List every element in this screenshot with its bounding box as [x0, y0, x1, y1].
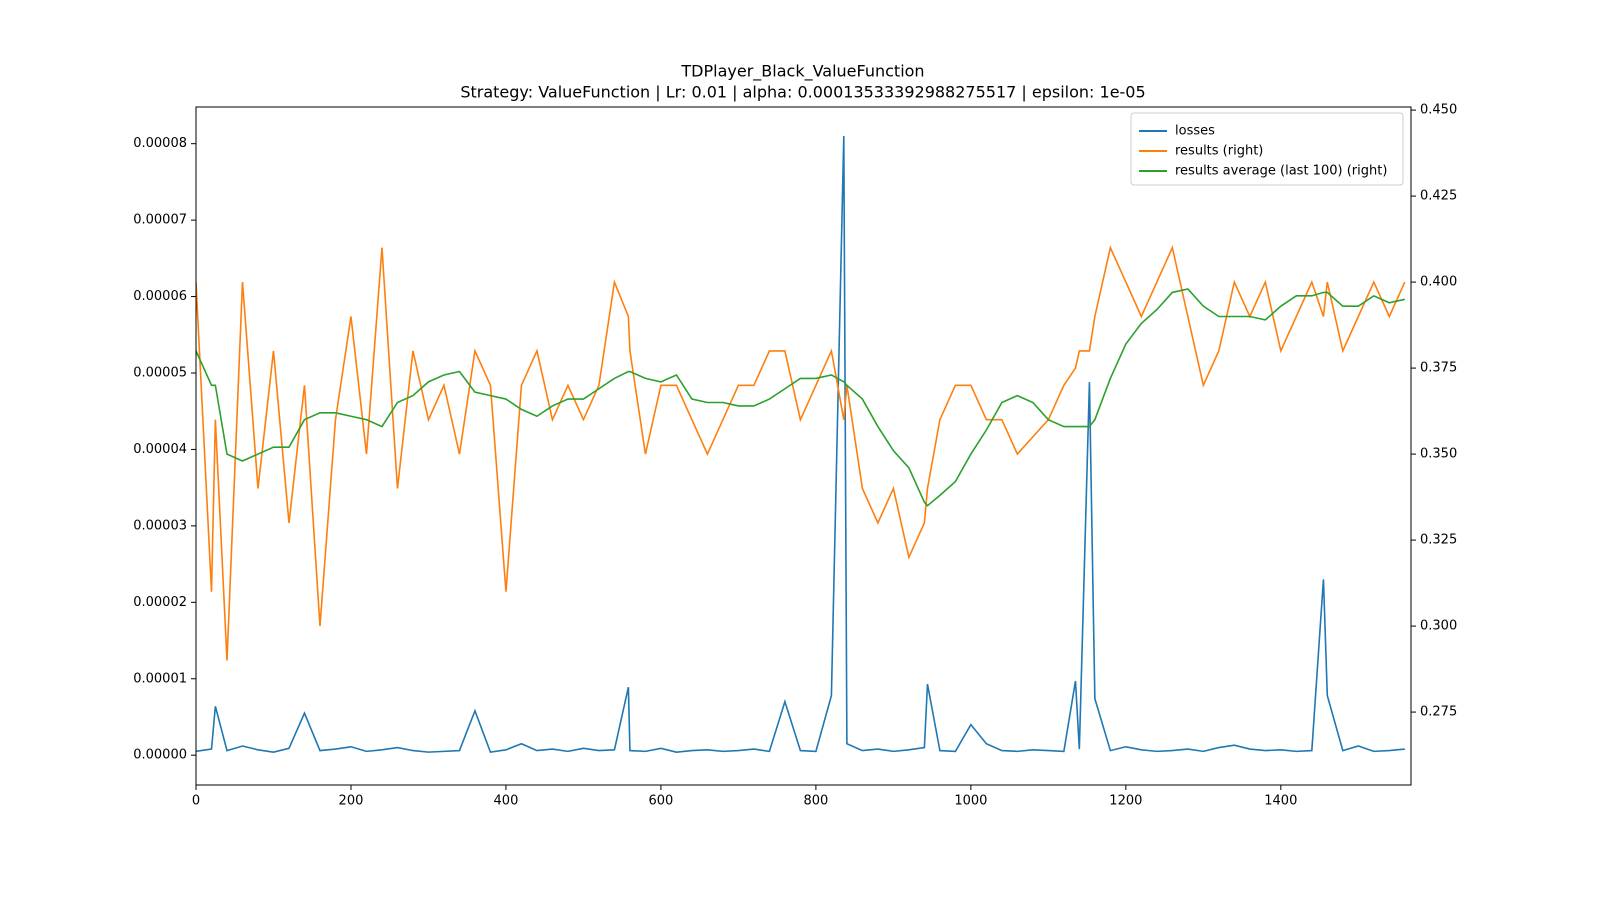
legend-box — [1130, 112, 1404, 186]
x-tick-label: 1400 — [1264, 794, 1297, 809]
series-line — [196, 288, 1405, 507]
y-tick-label: 0.00008 — [133, 136, 187, 151]
x-tick-label: 200 — [339, 794, 364, 809]
series-line — [196, 136, 1405, 754]
legend-label: results average (last 100) (right) — [1175, 164, 1387, 179]
series-line — [196, 245, 1406, 661]
x-tick-label: 1200 — [1109, 794, 1142, 809]
y-tick-label: 0.00007 — [133, 213, 187, 228]
y2-tick-label: 0.350 — [1420, 447, 1457, 462]
x-tick-label: 400 — [494, 794, 519, 809]
y2-tick-label: 0.275 — [1420, 705, 1457, 720]
y2-tick-label: 0.425 — [1420, 189, 1457, 204]
y-tick-label: 0.00000 — [133, 748, 187, 763]
y-tick-label: 0.00004 — [133, 442, 187, 457]
y2-tick-label: 0.400 — [1420, 275, 1457, 290]
y2-tick-label: 0.325 — [1420, 533, 1457, 548]
chart-title: TDPlayer_Black_ValueFunction — [680, 62, 924, 82]
legend-label: results (right) — [1175, 144, 1263, 159]
plot-frame — [195, 106, 1412, 786]
y2-tick-label: 0.450 — [1420, 103, 1457, 118]
y-tick-label: 0.00006 — [133, 289, 187, 304]
y-tick-label: 0.00003 — [133, 518, 187, 533]
y-tick-label: 0.00002 — [133, 595, 187, 610]
y2-tick-label: 0.375 — [1420, 361, 1457, 376]
chart-subtitle: Strategy: ValueFunction | Lr: 0.01 | alp… — [460, 83, 1145, 102]
x-tick-label: 600 — [649, 794, 674, 809]
x-tick-label: 800 — [803, 794, 828, 809]
y2-tick-label: 0.300 — [1420, 619, 1457, 634]
y-tick-label: 0.00001 — [133, 671, 187, 686]
x-tick-label: 0 — [192, 794, 200, 809]
legend-label: losses — [1175, 124, 1215, 139]
y-tick-label: 0.00005 — [133, 366, 187, 381]
x-tick-label: 1000 — [954, 794, 987, 809]
